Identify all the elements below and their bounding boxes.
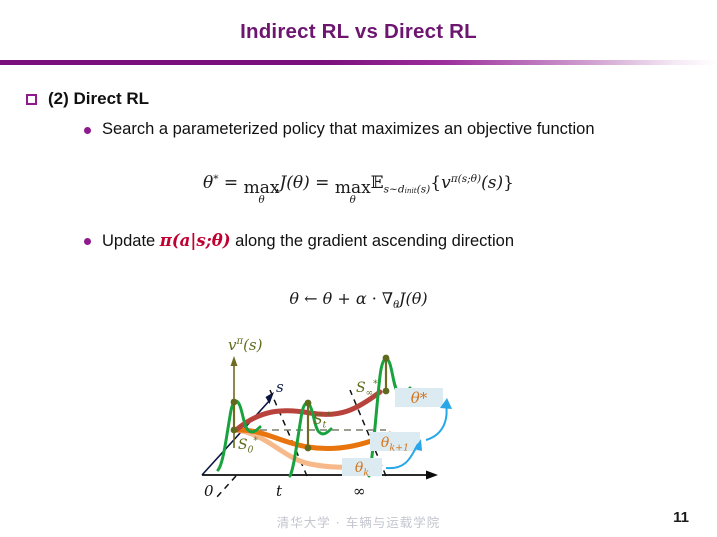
state-label-inf: S∞* bbox=[356, 380, 378, 399]
y-axis-v: v bbox=[228, 336, 237, 354]
state-t-sub: t bbox=[323, 421, 327, 431]
theta-star-text: θ* bbox=[411, 389, 428, 407]
eq1-brace-open: { bbox=[430, 173, 442, 193]
eq2-alpha: α bbox=[355, 289, 367, 308]
theta-kp1-sub: k+1 bbox=[389, 443, 409, 454]
eq1-v: v bbox=[441, 173, 451, 193]
s-axis-label: s bbox=[276, 378, 284, 396]
state-label-0: S0* bbox=[238, 437, 258, 456]
objective-equation: θ* = max θ J(θ) = max θ 𝔼s~dinit(s){vπ(s;θ)(… bbox=[0, 173, 717, 206]
eq1-equals-1: = bbox=[218, 173, 244, 193]
eq1-v-sup: π(s;θ) bbox=[450, 173, 482, 186]
eq1-max-1-sub: θ bbox=[258, 195, 265, 207]
state-0-sub: 0 bbox=[248, 446, 254, 456]
eq1-max-2-sub: θ bbox=[349, 195, 356, 207]
eq2-dot: · bbox=[366, 289, 382, 308]
state-distribution-0 bbox=[216, 399, 262, 472]
eq2-arrow: ← bbox=[299, 289, 323, 308]
heading-bullet-row: (2) Direct RL bbox=[26, 88, 149, 109]
state-inf-base: S bbox=[356, 380, 366, 396]
y-axis-arg: (s) bbox=[243, 336, 263, 354]
eq1-equals-2: = bbox=[309, 173, 335, 193]
theta-k-label: θk bbox=[342, 458, 382, 479]
eq2-J: J bbox=[399, 289, 406, 308]
theta-star-label: θ* bbox=[395, 388, 443, 407]
round-bullet-icon bbox=[84, 238, 91, 245]
x-tick-inf: ∞ bbox=[353, 482, 366, 500]
eq2-J-arg: (θ) bbox=[405, 289, 428, 308]
eq1-expectation-symbol: 𝔼 bbox=[370, 173, 384, 193]
bullet-text-2: Update π(a|s;θ) along the gradient ascen… bbox=[102, 230, 514, 252]
eq1-J-arg: (θ) bbox=[286, 173, 310, 193]
eq1-star: * bbox=[213, 173, 219, 186]
eq1-brace-close: } bbox=[503, 173, 514, 193]
state-inf-sub: ∞ bbox=[366, 389, 374, 399]
eq2-theta-2: θ bbox=[322, 289, 333, 308]
state-0-sup: * bbox=[253, 437, 258, 447]
page-title: Indirect RL vs Direct RL bbox=[240, 20, 477, 43]
bullet-text-1: Search a parameterized policy that maxim… bbox=[102, 120, 595, 138]
eq1-max-2: max θ bbox=[335, 180, 371, 206]
eq2-theta: θ bbox=[289, 289, 300, 308]
section-heading: (2) Direct RL bbox=[48, 89, 150, 108]
state-value-stems bbox=[230, 354, 390, 452]
y-axis-sup: π bbox=[235, 336, 243, 347]
bullet-row-2: Update π(a|s;θ) along the gradient ascen… bbox=[84, 230, 514, 252]
update-equation: θ ← θ + α · ∇θJ(θ) bbox=[0, 289, 717, 311]
y-axis-label: vπ(s) bbox=[228, 336, 263, 354]
state-inf-sup: * bbox=[373, 380, 378, 390]
eq1-theta: θ bbox=[203, 173, 214, 193]
eq1-max-1: max θ bbox=[244, 180, 280, 206]
eq1-expectation-sub: s~d bbox=[383, 183, 405, 196]
eq2-nabla: ∇ bbox=[381, 289, 394, 308]
state-t-sup: * bbox=[326, 412, 331, 422]
eq1-max-1-label: max bbox=[243, 178, 280, 199]
theta-kp1-base: θ bbox=[381, 435, 390, 451]
eq2-nabla-sub: θ bbox=[393, 300, 400, 312]
theta-k-sub: k bbox=[363, 468, 369, 479]
theta-k-plus-1-text: θk+1 bbox=[381, 435, 409, 454]
square-bullet-icon bbox=[26, 94, 37, 105]
value-curve-theta-star bbox=[233, 389, 383, 433]
bullet-2-suffix: along the gradient ascending direction bbox=[230, 232, 515, 250]
eq1-expectation-sub-init: init bbox=[404, 186, 417, 196]
eq1-J: J bbox=[279, 173, 287, 193]
eq1-v-arg: (s) bbox=[481, 173, 504, 193]
bullet-2-policy-math: π(a|s;θ) bbox=[159, 231, 231, 250]
page-number: 11 bbox=[673, 509, 689, 526]
theta-k-text: θk bbox=[355, 460, 369, 479]
eq1-max-2-label: max bbox=[334, 178, 371, 199]
bullet-row-1: Search a parameterized policy that maxim… bbox=[84, 119, 595, 140]
x-axis bbox=[202, 470, 438, 480]
state-0-base: S bbox=[238, 437, 248, 453]
title-divider bbox=[0, 60, 717, 65]
bullet-2-prefix: Update bbox=[102, 232, 160, 250]
improvement-arrows bbox=[385, 398, 452, 470]
theta-k-base: θ bbox=[355, 460, 364, 476]
theta-k-plus-1-label: θk+1 bbox=[370, 432, 420, 454]
x-tick-t: t bbox=[276, 482, 283, 500]
policy-improvement-diagram: θ* θk+1 θk vπ(s) s S0* St* bbox=[190, 330, 510, 502]
state-t-base: S bbox=[313, 412, 323, 428]
state-distribution-t bbox=[288, 401, 333, 478]
state-label-t: St* bbox=[313, 412, 331, 431]
x-tick-0: 0 bbox=[204, 482, 214, 500]
round-bullet-icon bbox=[84, 127, 91, 134]
eq2-plus: + bbox=[332, 289, 356, 308]
eq1-expectation-sub-tail: (s) bbox=[416, 183, 431, 196]
footer-organization: 清华大学 · 车辆与运载学院 bbox=[276, 515, 441, 530]
